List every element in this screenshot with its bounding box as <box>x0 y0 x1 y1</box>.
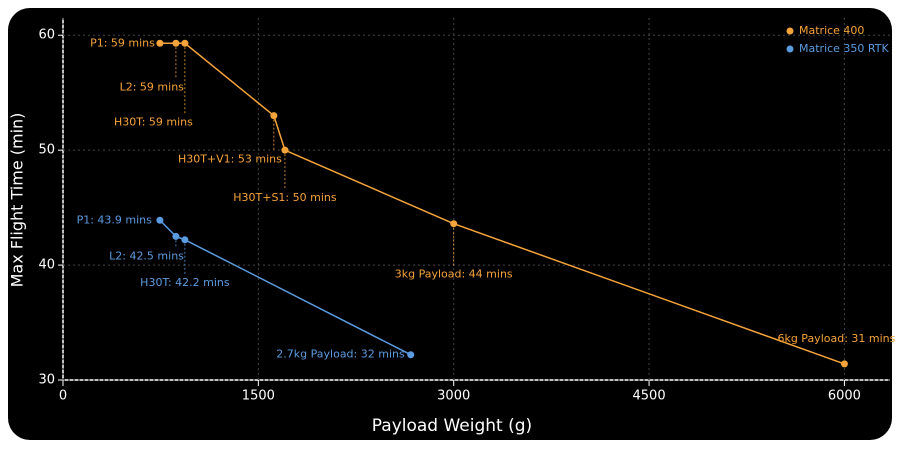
legend-marker <box>786 45 794 53</box>
point <box>156 39 164 47</box>
point <box>181 39 189 47</box>
series-line <box>159 219 412 356</box>
legend-label: Matrice 400 <box>799 24 864 37</box>
data-label: L2: 59 mins <box>120 80 185 93</box>
x-tick-label: 4500 <box>633 389 666 404</box>
data-label: 3kg Payload: 44 mins <box>395 268 513 281</box>
x-tick-label: 3000 <box>437 389 470 404</box>
data-label: H30T+S1: 50 mins <box>233 191 337 204</box>
data-label: 2.7kg Payload: 32 mins <box>276 348 405 361</box>
y-tick-label: 40 <box>38 258 55 273</box>
x-tick-label: 1500 <box>242 389 275 404</box>
data-label: L2: 42.5 mins <box>109 249 184 262</box>
x-axis-label: Payload Weight (g) <box>372 416 532 436</box>
point <box>281 146 289 154</box>
data-label: P1: 59 mins <box>90 36 155 49</box>
data-label: P1: 43.9 mins <box>77 213 153 226</box>
point <box>181 236 189 244</box>
x-tick-label: 6000 <box>828 389 861 404</box>
data-label: H30T+V1: 53 mins <box>178 153 282 166</box>
background <box>8 8 892 440</box>
data-label: H30T: 59 mins <box>114 115 193 128</box>
data-label: H30T: 42.2 mins <box>140 276 230 289</box>
y-axis-label: Max Flight Time (min) <box>8 113 27 288</box>
point <box>172 39 180 47</box>
point <box>407 351 415 359</box>
y-tick-label: 30 <box>38 373 55 388</box>
legend-label: Matrice 350 RTK <box>799 42 889 55</box>
legend-marker <box>786 27 794 35</box>
point <box>840 360 848 368</box>
y-tick-label: 60 <box>38 28 55 43</box>
point <box>270 112 278 120</box>
point <box>172 232 180 240</box>
y-tick-label: 50 <box>38 143 55 158</box>
data-label: 6kg Payload: 31 mins <box>777 332 895 345</box>
point <box>156 216 164 224</box>
x-tick-label: 0 <box>59 389 67 404</box>
point <box>450 220 458 228</box>
